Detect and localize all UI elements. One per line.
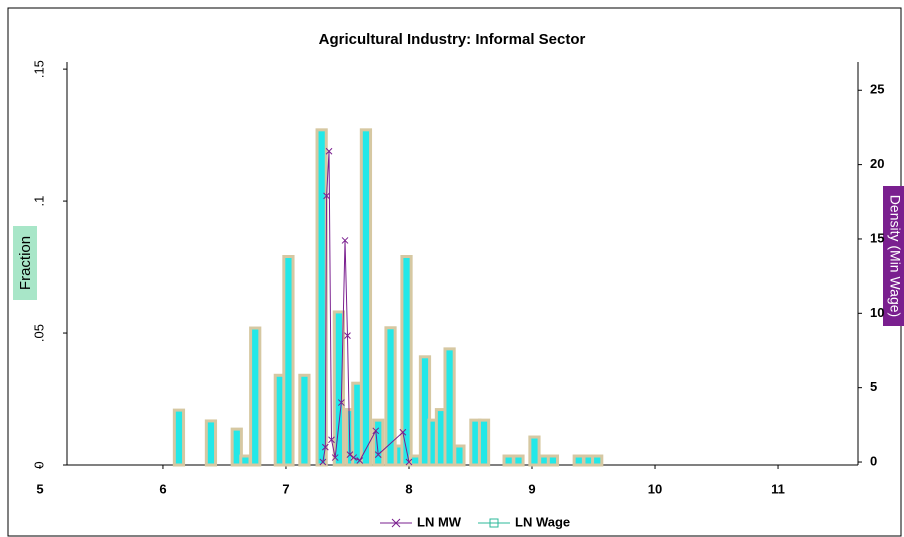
bar xyxy=(453,444,466,467)
bar xyxy=(298,373,311,467)
x-tick-label: 7 xyxy=(282,481,289,496)
line-marker xyxy=(372,427,380,435)
line-marker xyxy=(374,451,382,458)
line-marker xyxy=(319,458,327,466)
bar xyxy=(512,454,525,467)
legend-marker xyxy=(489,518,499,528)
legend-marker xyxy=(391,518,401,528)
x-tick-label: 8 xyxy=(405,481,412,496)
line-marker xyxy=(344,332,351,339)
bar xyxy=(249,326,262,467)
bar xyxy=(443,347,456,467)
bar xyxy=(372,418,385,467)
bar xyxy=(239,454,252,467)
bar xyxy=(528,435,541,467)
legend-label: LN Wage xyxy=(515,514,570,529)
y-tick-label: 0 xyxy=(31,461,46,468)
y2-label-bg xyxy=(883,186,904,326)
bar xyxy=(204,419,218,467)
y-axis-label: Fraction xyxy=(17,236,34,290)
y-tick-label: .1 xyxy=(31,196,46,207)
bar xyxy=(172,408,186,467)
x-tick-label: 10 xyxy=(648,481,662,496)
y-tick-label: .15 xyxy=(31,60,46,78)
bar xyxy=(572,454,585,467)
line-marker xyxy=(325,147,333,155)
line-marker xyxy=(337,399,345,406)
bar xyxy=(315,128,328,467)
bar xyxy=(418,355,432,467)
y-label-bg xyxy=(13,226,37,300)
y2-axis-label: Density (Min Wage) xyxy=(887,195,903,317)
line-marker xyxy=(323,192,330,200)
x-tick-label: 9 xyxy=(528,481,535,496)
bar xyxy=(409,454,422,467)
line-marker xyxy=(328,436,335,444)
x-tick-label: 11 xyxy=(771,481,785,496)
chart-title: Agricultural Industry: Informal Sector xyxy=(319,31,586,48)
line-marker xyxy=(399,428,407,436)
legend-label: LN MW xyxy=(417,514,462,529)
bar xyxy=(359,128,373,467)
line-marker xyxy=(356,457,364,464)
bar xyxy=(477,418,491,467)
bar xyxy=(230,427,243,467)
bar xyxy=(282,255,295,467)
line-marker xyxy=(350,454,357,461)
bar xyxy=(332,310,345,467)
y2-tick-label: 0 xyxy=(870,453,877,468)
bar xyxy=(591,454,604,467)
y-tick-label: .05 xyxy=(31,324,46,342)
y2-tick-label: 5 xyxy=(870,379,877,394)
y2-tick-label: 25 xyxy=(870,82,884,97)
line-marker xyxy=(331,454,339,461)
bar xyxy=(502,454,515,467)
line-marker xyxy=(321,443,329,451)
line-marker xyxy=(341,237,349,244)
line-marker xyxy=(405,458,413,466)
line-marker xyxy=(346,451,354,458)
bar xyxy=(384,326,397,467)
y2-tick-label: 20 xyxy=(870,156,884,171)
y2-tick-label: 10 xyxy=(870,305,884,320)
bar xyxy=(546,454,560,467)
x-tick-label: 6 xyxy=(159,481,166,496)
x-tick-label: 5 xyxy=(36,481,43,496)
line xyxy=(322,151,410,463)
y2-tick-label: 15 xyxy=(870,230,884,245)
